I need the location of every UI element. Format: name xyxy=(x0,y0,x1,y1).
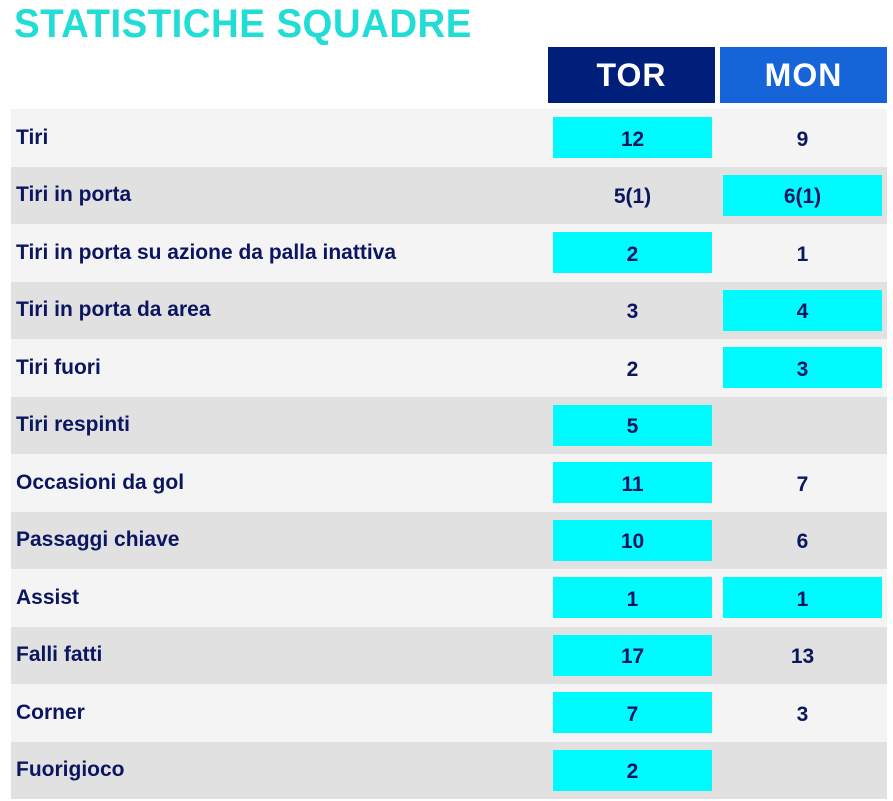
stat-row: Falli fatti 17 13 xyxy=(11,626,887,684)
away-stat-value: 6 xyxy=(796,530,809,553)
stat-row: Tiri respinti 5 xyxy=(11,396,887,454)
home-stat-value: 5(1) xyxy=(613,185,652,208)
stat-label: Tiri xyxy=(16,125,49,149)
stat-label: Tiri respinti xyxy=(16,413,130,437)
home-stat-value: 2 xyxy=(553,749,712,791)
home-stat-value: 11 xyxy=(553,462,712,503)
away-team-header: MON xyxy=(720,47,887,103)
stat-label: Falli fatti xyxy=(16,643,103,667)
stat-label: Assist xyxy=(16,585,80,609)
stats-table: Tiri 12 9 Tiri in porta 5(1) 6(1) Tiri in port… xyxy=(11,109,887,799)
stat-row: Occasioni da gol 11 7 xyxy=(11,454,887,512)
home-stat-value: 7 xyxy=(553,692,712,733)
away-stat-value: 1 xyxy=(796,242,809,266)
stat-label: Fuorigioco xyxy=(16,758,125,782)
stat-label: Passaggi chiave xyxy=(16,528,180,552)
away-stat-value: 4 xyxy=(723,289,882,331)
home-stat-value: 2 xyxy=(626,357,639,381)
stat-label: Tiri in porta su azione da palla inattiv… xyxy=(16,240,397,264)
away-stat-value: 7 xyxy=(796,472,809,496)
home-team-header: TOR xyxy=(548,47,715,103)
home-stat-value: 1 xyxy=(553,577,712,618)
away-stat-value xyxy=(723,750,882,791)
away-stat-value: 9 xyxy=(796,127,809,151)
home-stat-value: 17 xyxy=(553,634,712,676)
page-title: STATISTICHE SQUADRE xyxy=(14,2,472,46)
stat-row: Tiri 12 9 xyxy=(11,109,887,167)
home-stat-value: 5 xyxy=(553,404,712,446)
away-stat-value: 13 xyxy=(790,645,815,668)
stat-row: Tiri in porta 5(1) 6(1) xyxy=(11,166,887,224)
stat-row: Tiri in porta su azione da palla inattiv… xyxy=(11,224,887,282)
stat-label: Occasioni da gol xyxy=(16,470,185,494)
stat-row: Fuorigioco 2 xyxy=(11,741,887,799)
stat-row: Corner 7 3 xyxy=(11,684,887,742)
stat-row: Tiri fuori 2 3 xyxy=(11,339,887,397)
stat-row: Tiri in porta da area 3 4 xyxy=(11,281,887,339)
stat-label: Tiri in porta xyxy=(16,183,132,207)
home-stat-value: 2 xyxy=(553,232,712,273)
away-stat-value: 3 xyxy=(796,702,809,726)
home-stat-value: 3 xyxy=(626,300,639,323)
home-stat-value: 10 xyxy=(553,519,712,561)
away-stat-value xyxy=(723,405,882,446)
stat-label: Tiri in porta da area xyxy=(16,298,211,322)
stat-label: Corner xyxy=(16,700,85,724)
home-stat-value: 12 xyxy=(553,117,712,158)
stat-row: Assist 1 1 xyxy=(11,569,887,627)
stat-row: Passaggi chiave 10 6 xyxy=(11,511,887,569)
stat-label: Tiri fuori xyxy=(16,355,101,379)
away-stat-value: 6(1) xyxy=(723,174,882,216)
away-stat-value: 1 xyxy=(723,577,882,618)
away-stat-value: 3 xyxy=(723,347,882,388)
